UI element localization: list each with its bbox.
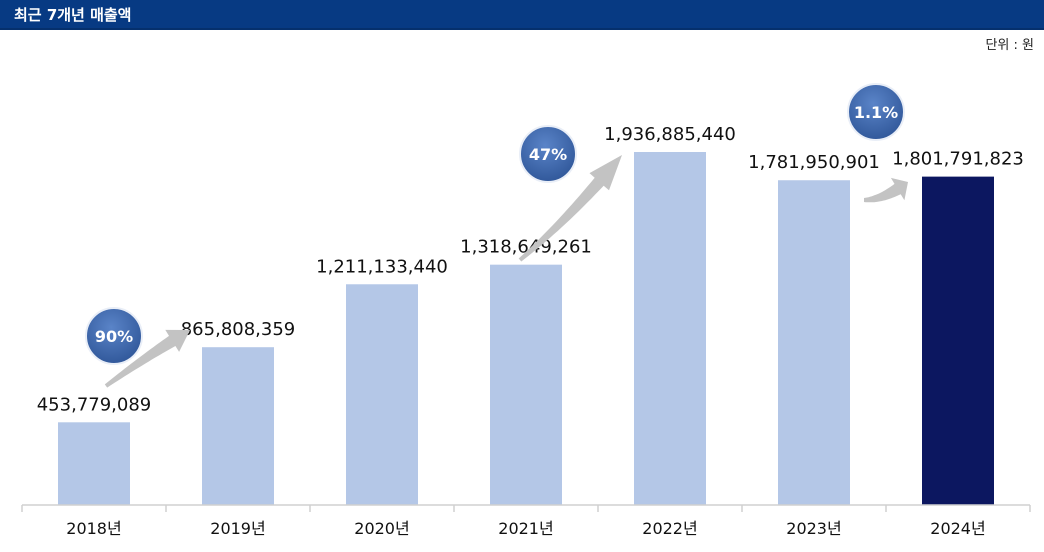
x-tick-label: 2021년 — [498, 519, 553, 538]
growth-rate-label: 90% — [95, 327, 133, 346]
growth-rate-label: 47% — [529, 145, 567, 164]
unit-label: 단위 : 원 — [985, 38, 1034, 53]
bar-2023년 — [778, 180, 850, 505]
growth-rate-label: 1.1% — [854, 103, 898, 122]
growth-arrow — [864, 177, 908, 203]
x-tick-label: 2024년 — [930, 519, 985, 538]
growth-badge — [519, 125, 577, 183]
growth-arrow — [518, 155, 622, 262]
growth-badge — [85, 307, 143, 365]
x-tick-label: 2023년 — [786, 519, 841, 538]
x-tick-label: 2019년 — [210, 519, 265, 538]
bar-2018년 — [58, 422, 130, 505]
bar-2022년 — [634, 152, 706, 505]
bar-2021년 — [490, 264, 562, 505]
bar-2020년 — [346, 284, 418, 505]
value-label: 1,211,133,440 — [316, 256, 448, 277]
growth-arrow — [104, 329, 190, 388]
value-label: 1,781,950,901 — [748, 152, 880, 173]
x-tick-label: 2018년 — [66, 519, 121, 538]
value-label: 453,779,089 — [37, 394, 152, 415]
value-label: 1,936,885,440 — [604, 124, 736, 145]
x-tick-label: 2020년 — [354, 519, 409, 538]
header-bar: 최근 7개년 매출액 — [0, 0, 1044, 30]
value-label: 1,318,649,261 — [460, 237, 592, 258]
x-tick-label: 2022년 — [642, 519, 697, 538]
page-title: 최근 7개년 매출액 — [14, 6, 132, 24]
bar-2019년 — [202, 347, 274, 505]
bar-2024년 — [922, 176, 994, 505]
value-label: 1,801,791,823 — [892, 149, 1024, 170]
growth-badge — [847, 83, 905, 141]
value-label: 865,808,359 — [181, 319, 296, 340]
